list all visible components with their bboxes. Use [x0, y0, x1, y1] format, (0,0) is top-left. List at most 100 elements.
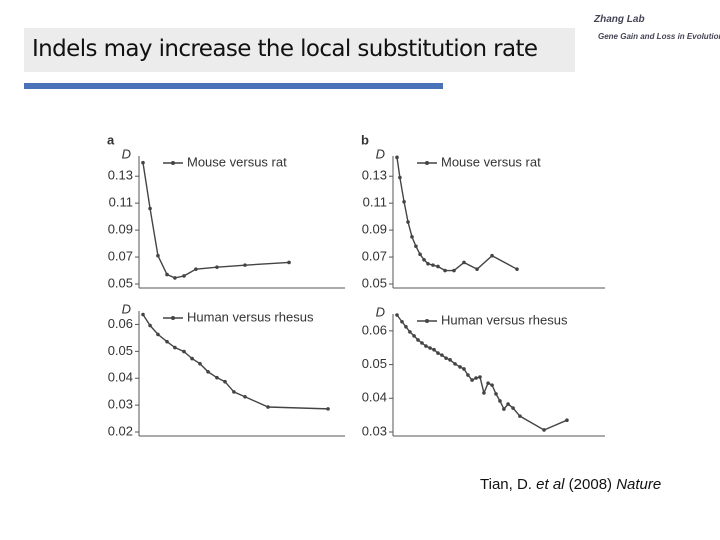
data-point	[475, 267, 479, 271]
series-line	[142, 162, 290, 279]
data-point	[412, 334, 416, 338]
data-point	[422, 257, 426, 262]
legend-label: Mouse versus rat	[187, 154, 287, 169]
panel-label: b	[361, 132, 369, 147]
y-tick-label: 0.03	[362, 423, 387, 438]
data-point	[482, 391, 486, 395]
data-point	[490, 383, 494, 387]
series-line	[396, 314, 568, 431]
data-point	[498, 399, 502, 403]
data-point	[418, 252, 422, 257]
data-point	[436, 264, 440, 269]
y-tick-label: 0.09	[108, 222, 133, 237]
data-point	[515, 267, 519, 271]
citation: Tian, D. et al (2008) Nature	[480, 476, 661, 493]
citation-text: (2008)	[564, 476, 617, 493]
data-point	[266, 405, 270, 409]
data-point	[156, 332, 160, 337]
y-tick-label: 0.05	[362, 275, 387, 290]
legend-marker	[171, 316, 175, 320]
slide-title: Indels may increase the local substituti…	[32, 36, 538, 62]
data-point	[432, 347, 436, 352]
data-point	[428, 346, 432, 350]
data-point	[440, 353, 444, 357]
data-point	[232, 390, 236, 394]
data-point	[156, 253, 160, 258]
y-tick-label: 0.13	[108, 168, 133, 183]
data-point	[206, 369, 210, 374]
title-box: Indels may increase the local substituti…	[24, 28, 575, 72]
data-point	[215, 375, 219, 380]
data-point	[506, 402, 510, 406]
y-tick-label: 0.11	[363, 195, 387, 210]
y-tick-label: 0.11	[109, 195, 133, 210]
data-point	[458, 365, 462, 369]
y-tick-label: 0.09	[362, 222, 387, 237]
y-tick-label: 0.02	[108, 423, 133, 438]
legend-label: Human versus rhesus	[187, 309, 314, 324]
y-axis-label: D	[376, 146, 385, 161]
data-point	[462, 367, 466, 371]
y-axis-label: D	[122, 146, 131, 161]
data-point	[287, 260, 291, 265]
data-point	[452, 268, 456, 273]
data-point	[444, 356, 448, 360]
panel-label: a	[107, 132, 115, 147]
citation-text: Tian, D.	[480, 476, 537, 493]
y-axis-label: D	[122, 301, 131, 316]
data-point	[542, 428, 546, 432]
logo-subtitle: Gene Gain and Loss in Evolution	[598, 32, 720, 41]
y-tick-label: 0.04	[362, 390, 387, 405]
legend-marker	[425, 319, 429, 323]
legend-label: Human versus rhesus	[441, 312, 568, 327]
data-point	[198, 361, 202, 366]
data-point	[410, 235, 414, 239]
data-point	[402, 200, 406, 204]
data-point	[470, 378, 474, 382]
y-tick-label: 0.06	[362, 322, 387, 337]
data-point	[486, 381, 490, 385]
data-point	[173, 276, 177, 280]
data-point	[408, 330, 412, 334]
series-line	[142, 314, 329, 410]
data-point	[398, 175, 402, 180]
data-point	[420, 341, 424, 345]
data-point	[326, 407, 330, 411]
data-point	[565, 418, 569, 423]
data-point	[424, 344, 428, 348]
y-tick-label: 0.06	[108, 316, 133, 331]
data-point	[404, 325, 408, 329]
data-point	[478, 375, 482, 379]
series-line	[396, 157, 518, 272]
legend-marker	[425, 161, 429, 165]
data-point	[395, 155, 399, 160]
y-axis-label: D	[376, 304, 385, 319]
data-point	[494, 392, 498, 396]
data-point	[215, 265, 219, 269]
data-point	[395, 313, 399, 317]
data-point	[414, 244, 418, 249]
y-tick-label: 0.05	[108, 343, 133, 358]
y-tick-label: 0.07	[108, 248, 133, 263]
citation-text: Nature	[616, 476, 662, 493]
data-point	[400, 319, 404, 324]
data-point	[462, 260, 466, 265]
data-point	[448, 358, 452, 362]
data-point	[182, 349, 186, 354]
y-tick-label: 0.03	[108, 397, 133, 412]
data-point	[490, 253, 494, 258]
y-tick-label: 0.04	[108, 370, 133, 385]
y-tick-label: 0.05	[362, 356, 387, 371]
legend-label: Mouse versus rat	[441, 154, 541, 169]
y-tick-label: 0.13	[362, 168, 387, 183]
citation-text: et al	[536, 476, 565, 493]
data-point	[406, 220, 410, 224]
data-point	[416, 338, 420, 342]
title-rule	[24, 83, 443, 89]
data-point	[436, 351, 440, 355]
data-point	[182, 274, 186, 278]
legend-marker	[171, 161, 175, 165]
data-point	[466, 373, 470, 377]
data-point	[453, 362, 457, 366]
